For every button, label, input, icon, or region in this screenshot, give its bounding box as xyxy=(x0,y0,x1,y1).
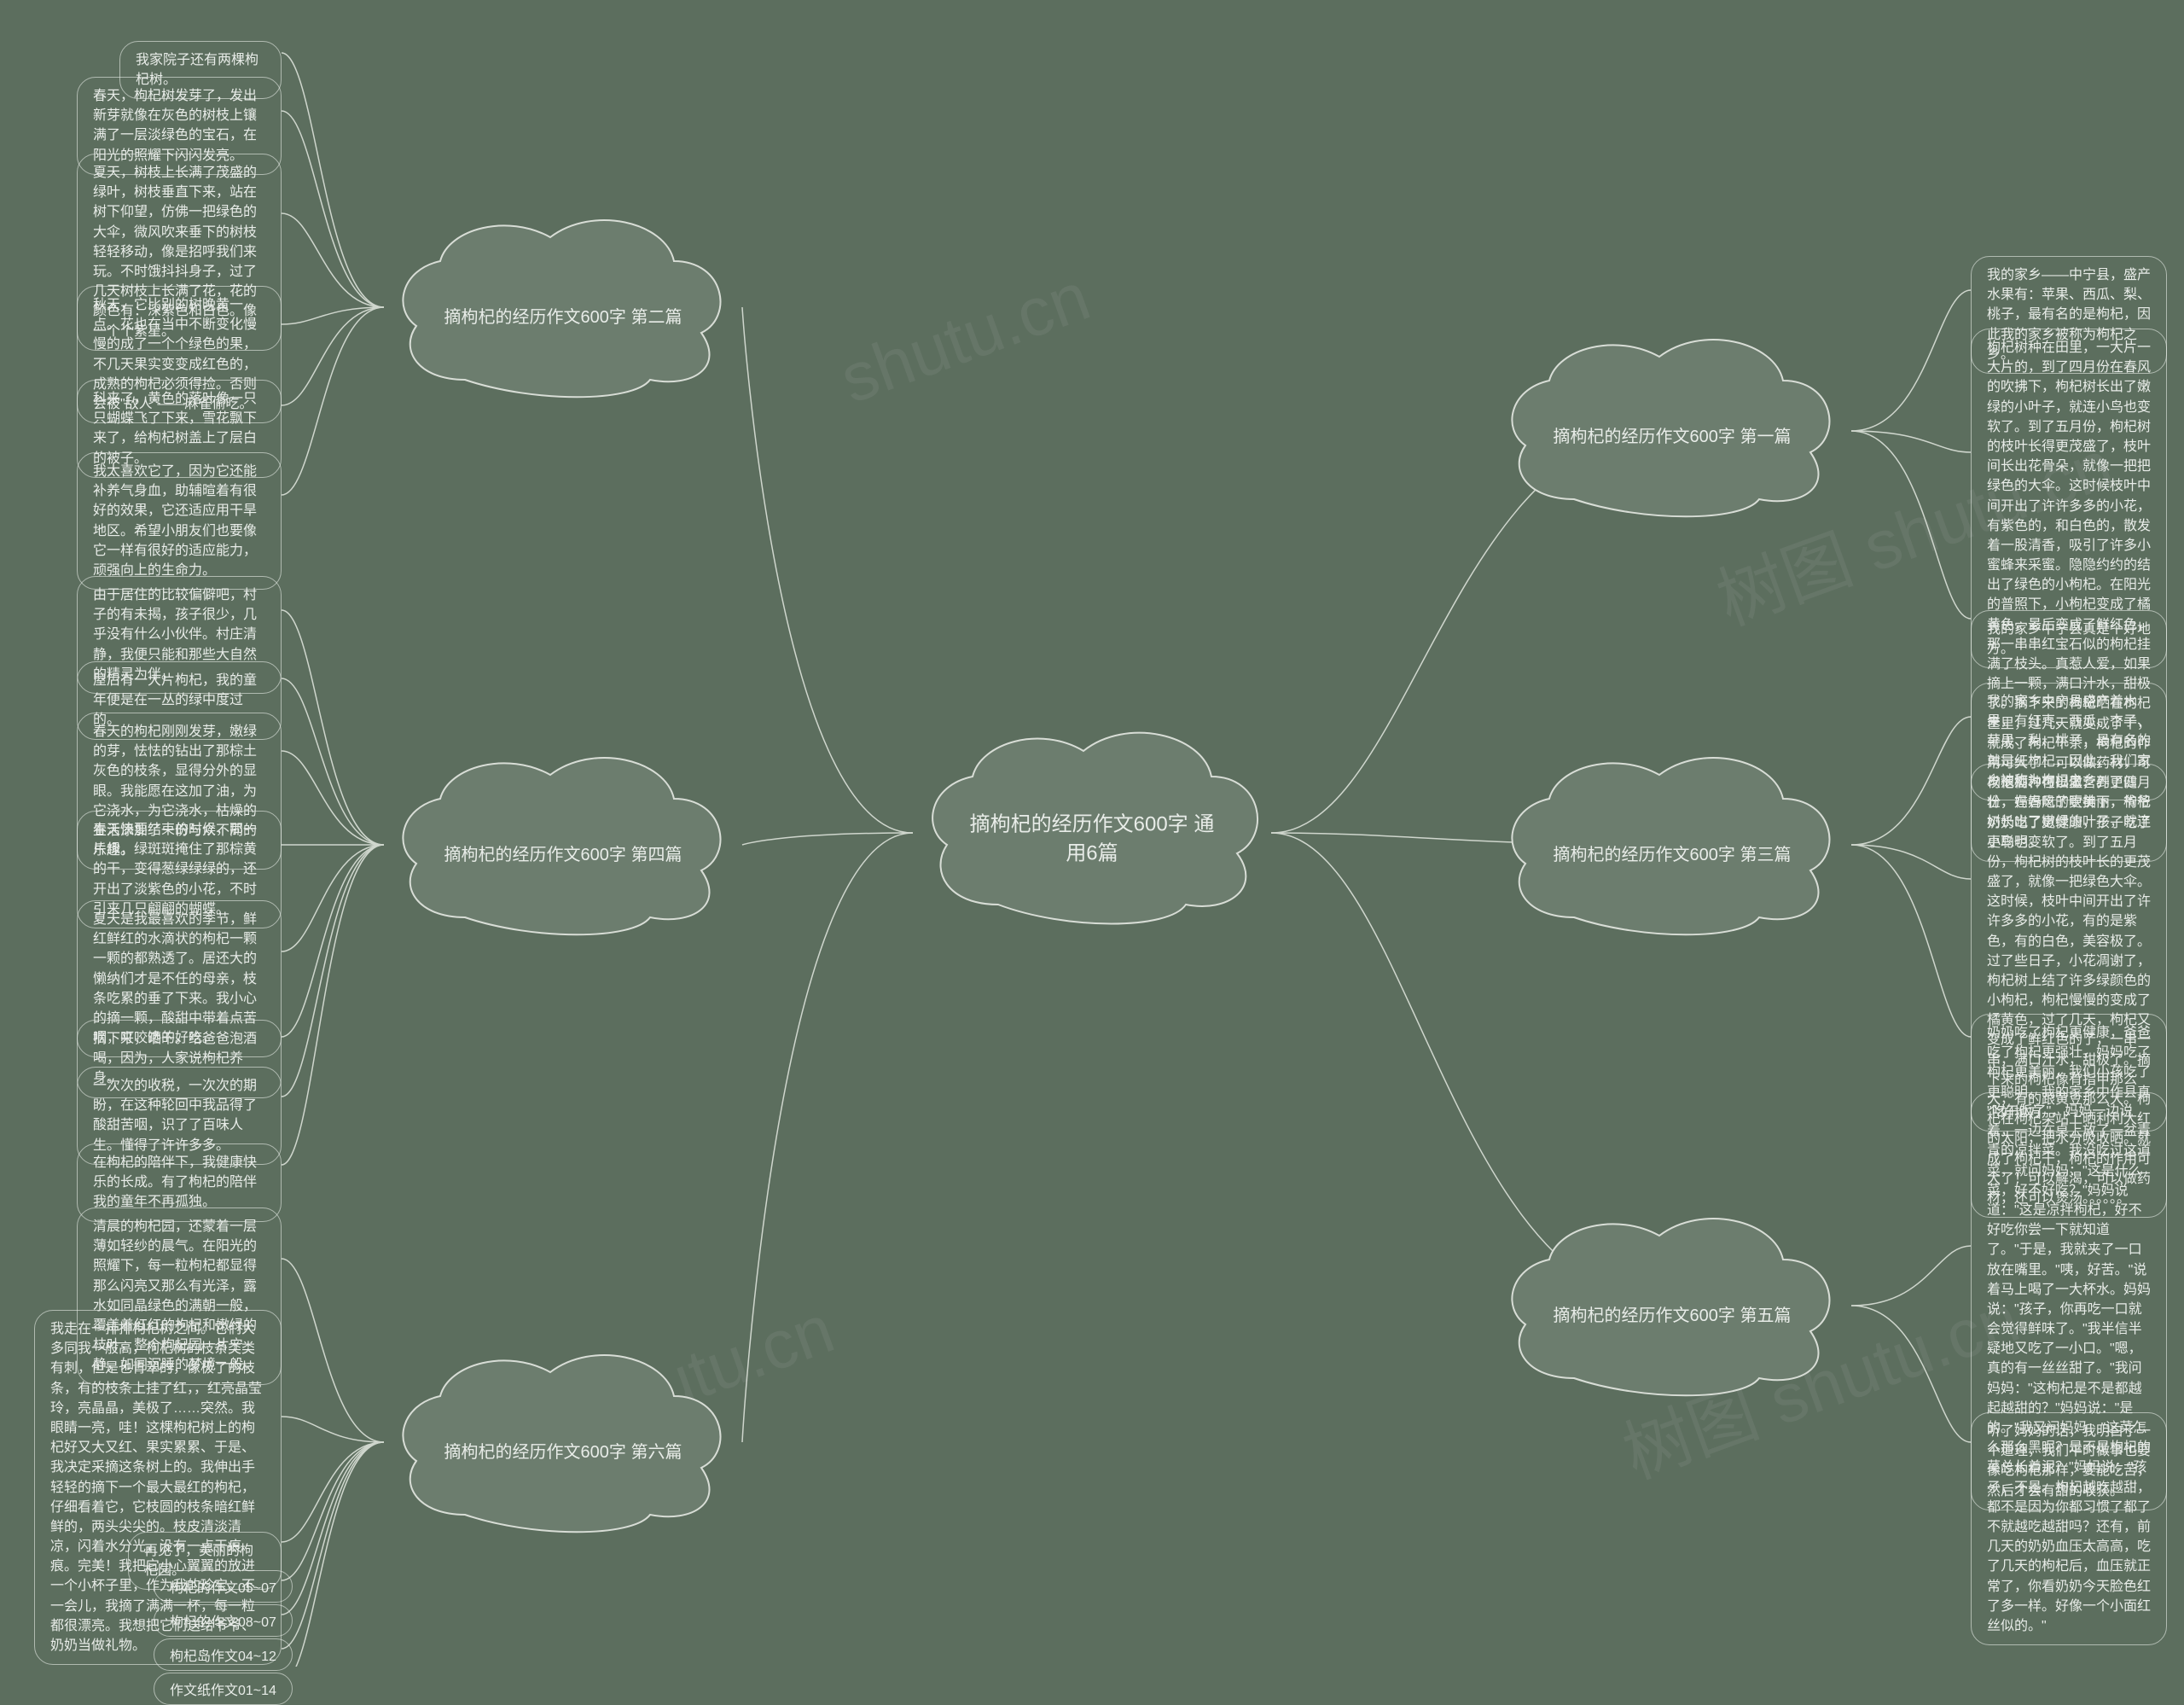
branch-label: 摘枸杞的经历作文600字 第二篇 xyxy=(438,306,688,329)
branch-b6[interactable]: 摘枸杞的经历作文600字 第六篇 xyxy=(384,1340,742,1545)
watermark: shutu.cn xyxy=(830,257,1100,419)
branch-b4[interactable]: 摘枸杞的经历作文600字 第四篇 xyxy=(384,742,742,947)
related-link[interactable]: 枸杞的作文05~07 xyxy=(154,1570,293,1603)
center-label: 摘枸杞的经历作文600字 通用6篇 xyxy=(967,810,1217,867)
leaf-note[interactable]: 我的家乡中宁县真是个好地方。 xyxy=(1971,610,2167,668)
leaf-note[interactable]: 我太喜欢它了，因为它还能补养气身血，助辅暄着有很好的效果，它还适应用干旱地区。希… xyxy=(77,452,282,590)
branch-label: 摘枸杞的经历作文600字 第四篇 xyxy=(438,843,688,867)
leaf-note[interactable]: "吃午饭了"，妈妈一边说着，一边在桌上放了一盆青青的凉拌菜。我没吃过这道菜，就问… xyxy=(1971,1092,2167,1645)
branch-label: 摘枸杞的经历作文600字 第六篇 xyxy=(438,1440,688,1464)
branch-b3[interactable]: 摘枸杞的经历作文600字 第三篇 xyxy=(1493,742,1851,947)
branch-b2[interactable]: 摘枸杞的经历作文600字 第二篇 xyxy=(384,205,742,410)
related-link[interactable]: 作文纸作文01~14 xyxy=(154,1673,293,1705)
branch-label: 摘枸杞的经历作文600字 第一篇 xyxy=(1547,425,1798,449)
center-node[interactable]: 摘枸杞的经历作文600字 通用6篇 xyxy=(913,717,1271,939)
branch-label: 摘枸杞的经历作文600字 第三篇 xyxy=(1547,843,1798,867)
related-link[interactable]: 枸杞岛作文04~12 xyxy=(154,1638,293,1671)
related-link[interactable]: 枸杞的作文08~07 xyxy=(154,1604,293,1637)
leaf-note[interactable]: 听了妈妈的话，我明白了一个道理，我们平时做事也要像吃枸杞那样，要能吃苦，然后才会… xyxy=(1971,1412,2167,1510)
branch-b1[interactable]: 摘枸杞的经历作文600字 第一篇 xyxy=(1493,324,1851,529)
branch-label: 摘枸杞的经历作文600字 第五篇 xyxy=(1547,1304,1798,1328)
branch-b5[interactable]: 摘枸杞的经历作文600字 第五篇 xyxy=(1493,1203,1851,1408)
